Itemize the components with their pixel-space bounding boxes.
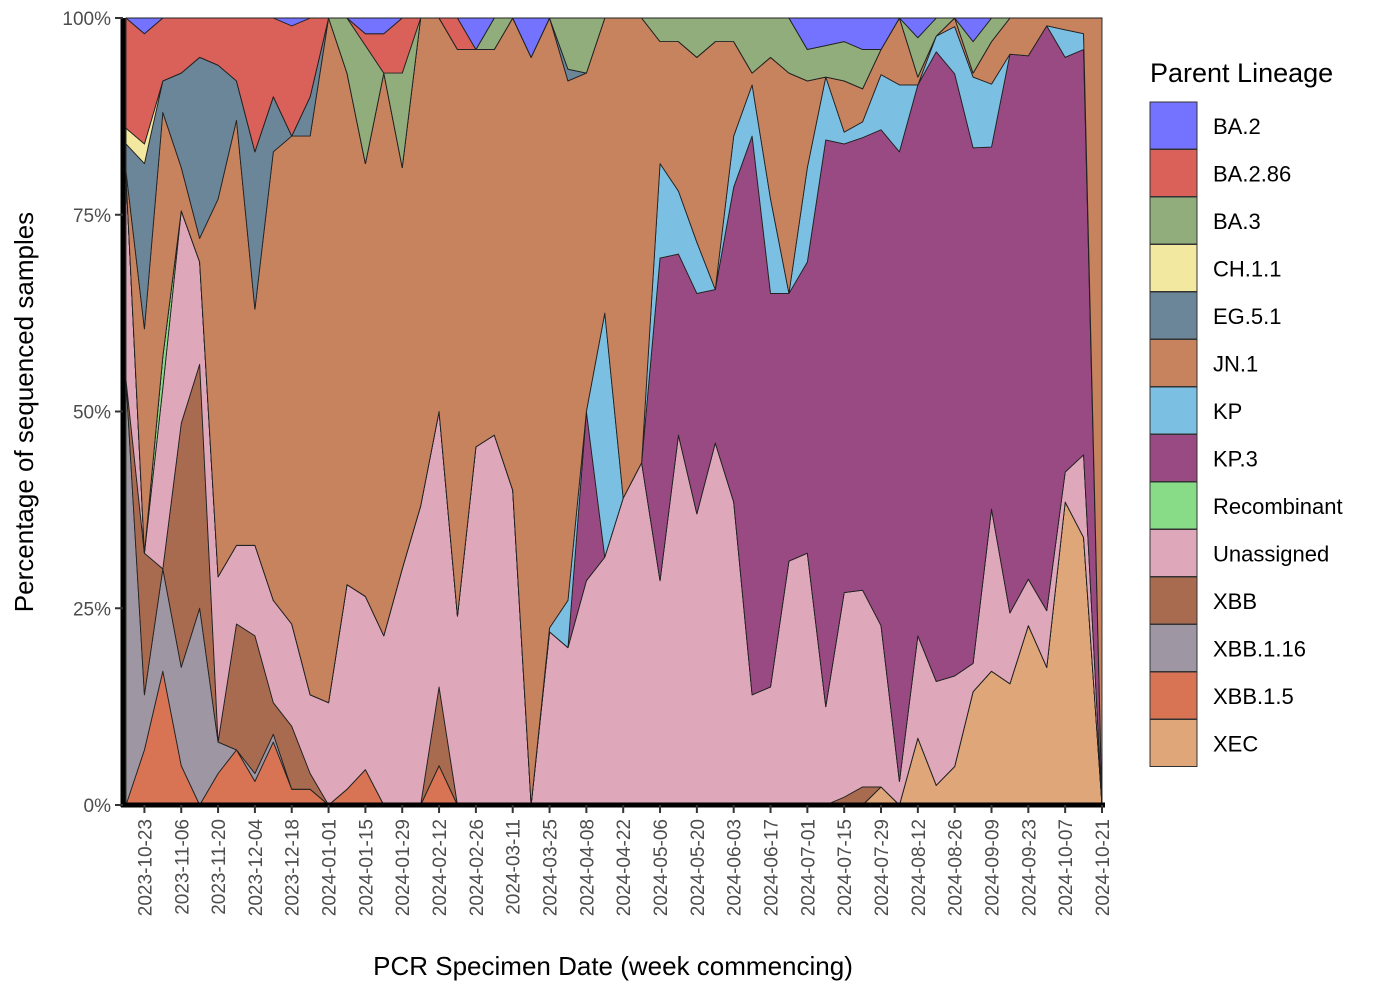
x-tick-label: 2024-08-12 <box>909 819 930 916</box>
axes: 0% 25% 50% 75% 100% 2023-10-23 2023-11-06 2023-… <box>62 9 1114 916</box>
x-tick-label: 2023-12-04 <box>246 819 267 917</box>
x-tick-label: 2024-10-07 <box>1056 819 1077 916</box>
legend-swatch-kp-3 <box>1149 434 1198 482</box>
legend-swatch-ba-3 <box>1149 196 1198 245</box>
legend-label-unassigned: Unassigned <box>1213 542 1329 567</box>
y-tick-label: 0% <box>84 796 112 817</box>
y-tick-label: 75% <box>73 206 111 227</box>
y-axis-title: Percentage of sequenced samples <box>9 212 39 612</box>
x-tick-label: 2024-04-08 <box>577 819 598 916</box>
legend-swatch-kp <box>1149 386 1198 435</box>
legend-title: Parent Lineage <box>1150 58 1333 88</box>
legend-label-ba-3: BA.3 <box>1213 209 1261 234</box>
x-tick-label: 2023-11-20 <box>209 819 230 915</box>
x-tick-label: 2023-12-18 <box>283 819 304 916</box>
legend-swatch-recombinant <box>1149 481 1198 530</box>
x-tick-label: 2024-08-26 <box>946 819 967 916</box>
x-axis-title: PCR Specimen Date (week commencing) <box>373 951 853 981</box>
legend-swatch-eg-5-1 <box>1149 291 1198 340</box>
x-tick-label: 2024-07-15 <box>835 819 856 916</box>
legend-label-kp-3: KP.3 <box>1213 447 1258 472</box>
legend-label-jn-1: JN.1 <box>1213 352 1258 377</box>
legend-swatch-ba-2 <box>1149 101 1198 150</box>
legend-label-recombinant: Recombinant <box>1213 494 1343 519</box>
legend-label-xbb-1-5: XBB.1.5 <box>1213 684 1294 709</box>
x-tick-label: 2024-03-11 <box>504 819 525 915</box>
x-tick-label: 2024-01-01 <box>320 819 341 916</box>
y-tick-label: 25% <box>73 599 111 620</box>
legend-label-eg-5-1: EG.5.1 <box>1213 304 1281 329</box>
legend-swatch-ch-1-1 <box>1149 244 1198 292</box>
area-layers <box>125 17 1103 806</box>
legend-label-xbb-1-16: XBB.1.16 <box>1213 637 1306 662</box>
legend-swatch-ba-2-86 <box>1149 149 1198 197</box>
x-tick-label: 2023-10-23 <box>135 819 156 916</box>
x-tick-label: 2023-11-06 <box>172 819 193 915</box>
legend-label-ba-2: BA.2 <box>1213 114 1261 139</box>
x-tick-label: 2024-10-21 <box>1093 819 1114 916</box>
x-tick-label: 2024-07-29 <box>872 819 893 916</box>
legend: Parent Lineage BA.2 BA.2.86 BA.3 CH.1.1 EG.5… <box>1149 58 1343 767</box>
x-tick-label: 2024-05-06 <box>651 819 672 916</box>
x-tick-label: 2024-06-03 <box>725 819 746 916</box>
x-tick-label: 2024-04-22 <box>614 819 635 916</box>
legend-label-xec: XEC <box>1213 732 1258 757</box>
x-tick-label: 2024-02-26 <box>467 819 488 916</box>
legend-label-xbb: XBB <box>1213 589 1257 614</box>
area-ba-2 <box>125 17 1103 58</box>
y-tick-label: 50% <box>73 403 111 424</box>
legend-swatch-xbb-1-5 <box>1149 671 1198 720</box>
legend-label-kp: KP <box>1213 399 1242 424</box>
x-tick-label: 2024-05-20 <box>688 819 709 916</box>
legend-swatch-xbb-1-16 <box>1149 624 1198 672</box>
y-tick-label: 100% <box>62 9 111 30</box>
x-tick-label: 2024-06-17 <box>762 819 783 916</box>
x-tick-label: 2024-09-09 <box>983 819 1004 916</box>
x-tick-label: 2024-07-01 <box>798 819 819 916</box>
x-tick-label: 2024-02-12 <box>430 819 451 916</box>
legend-swatch-jn-1 <box>1149 339 1198 387</box>
x-tick-label: 2024-09-23 <box>1019 819 1040 916</box>
legend-swatch-xbb <box>1149 576 1198 625</box>
legend-label-ch-1-1: CH.1.1 <box>1213 257 1281 282</box>
legend-swatch-xec <box>1149 719 1198 767</box>
legend-label-ba-2-86: BA.2.86 <box>1213 162 1291 187</box>
legend-swatch-unassigned <box>1149 529 1198 577</box>
x-tick-label: 2024-01-29 <box>393 819 414 916</box>
x-tick-label: 2024-03-25 <box>541 819 562 916</box>
x-tick-label: 2024-01-15 <box>356 819 377 916</box>
